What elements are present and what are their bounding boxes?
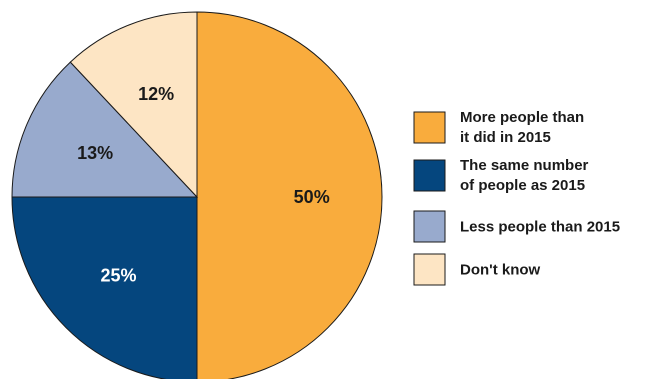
legend: More people than it did in 2015 The same n… bbox=[413, 109, 620, 286]
slice-label-1: 25% bbox=[100, 266, 136, 286]
legend-label-2-line-0: Less people than 2015 bbox=[460, 219, 620, 236]
slice-label-3: 12% bbox=[138, 84, 174, 104]
pie-slice-labels: 50% 25% 13% 12% bbox=[77, 84, 330, 286]
pie-slice-1 bbox=[11, 196, 198, 379]
legend-label-0-line-0: More people than bbox=[460, 109, 584, 126]
legend-swatch-3 bbox=[413, 253, 446, 286]
pie-slice-3 bbox=[69, 11, 198, 199]
slice-label-2: 13% bbox=[77, 143, 113, 163]
legend-swatch-0 bbox=[413, 111, 446, 144]
legend-label-3-line-0: Don't know bbox=[460, 262, 541, 279]
pie-slice-2 bbox=[11, 61, 199, 198]
legend-swatch-1 bbox=[413, 159, 446, 192]
legend-label-1-line-0: The same number bbox=[460, 157, 589, 174]
legend-label-0-line-1: it did in 2015 bbox=[460, 129, 551, 146]
pie-slices bbox=[11, 11, 383, 379]
pie-slice-0 bbox=[196, 11, 383, 379]
slice-label-0: 50% bbox=[294, 187, 330, 207]
legend-swatch-2 bbox=[413, 210, 446, 243]
legend-label-1-line-1: of people as 2015 bbox=[460, 177, 585, 194]
